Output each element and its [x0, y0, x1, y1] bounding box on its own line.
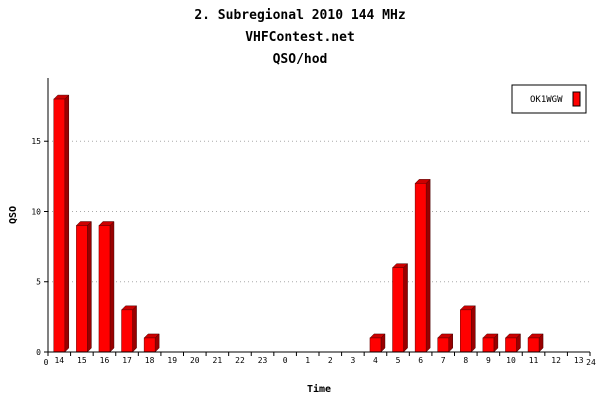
x-tick-label: 15 [77, 356, 87, 365]
x-tick-label: 9 [486, 356, 491, 365]
y-axis-label: QSO [8, 206, 19, 224]
bar-front [76, 225, 88, 353]
x-tick-label: 10 [506, 356, 516, 365]
bar [75, 220, 92, 353]
bar [391, 263, 409, 353]
bar [53, 94, 70, 353]
bar-side [87, 220, 92, 353]
x-tick-label: 8 [463, 356, 468, 365]
x-tick-label: 12 [551, 356, 561, 365]
x-tick-label: 19 [167, 356, 177, 365]
legend-label: OK1WGW [530, 95, 563, 105]
bar [143, 333, 160, 353]
bar-front [527, 337, 540, 353]
x-tick-label: 21 [213, 356, 223, 365]
bar-front [460, 309, 472, 353]
legend-swatch [572, 91, 581, 107]
y-tick-label: 0 [36, 348, 41, 357]
bar [459, 305, 476, 353]
x-tick-label: 14 [54, 356, 64, 365]
x-tick-label: 6 [418, 356, 423, 365]
x-tick-label: 17 [122, 356, 132, 365]
x-tick-label: 22 [235, 356, 245, 365]
bar-side [64, 94, 70, 353]
legend: OK1WGW [511, 84, 587, 114]
bar-side [403, 263, 408, 353]
x-tick-label: 23 [258, 356, 268, 365]
y-ticks: 0 5 10 15 [31, 137, 48, 357]
x-tick-label: 20 [190, 356, 200, 365]
bar-front [437, 337, 449, 353]
x-tick-label: 13 [574, 356, 584, 365]
bar-front [482, 337, 495, 353]
bar [120, 305, 138, 353]
y-tick-label: 10 [31, 207, 41, 216]
title-line-3: QSO/hod [273, 52, 328, 67]
bar [482, 333, 499, 353]
x-edge-label-start: 0 [44, 358, 49, 367]
bar-front [369, 337, 382, 353]
bar-front [143, 337, 156, 353]
grid-lines [48, 140, 590, 283]
bar-side [132, 305, 137, 353]
x-ticks: 14 15 16 17 18 19 20 21 22 23 0 1 2 3 4 5 6 7 8 9 10 11 12 13 [47, 352, 591, 365]
bar-front [392, 267, 404, 353]
x-tick-label: 0 [283, 356, 288, 365]
x-tick-label: 1 [305, 356, 310, 365]
bar [437, 333, 454, 353]
x-tick-label: 16 [100, 356, 110, 365]
bar-front [53, 98, 66, 353]
x-tick-label: 18 [145, 356, 155, 365]
bar [369, 333, 386, 353]
bar [527, 333, 544, 353]
bar-front [505, 337, 517, 353]
bar [414, 178, 431, 353]
bar [98, 220, 115, 353]
title-line-1: 2. Subregional 2010 144 MHz [194, 8, 405, 23]
x-tick-label: 11 [529, 356, 539, 365]
y-tick-label: 15 [31, 137, 41, 146]
y-tick-label: 5 [36, 278, 41, 287]
bar [504, 333, 522, 353]
x-edge-label-end: 24 [586, 358, 596, 367]
bar-front [121, 309, 133, 353]
bar-front [414, 183, 427, 353]
bar-side [109, 220, 115, 353]
x-axis-label: Time [307, 383, 331, 395]
title-line-2: VHFContest.net [245, 30, 355, 45]
bar-front [98, 225, 111, 353]
bar-side [471, 305, 476, 353]
x-tick-label: 7 [441, 356, 446, 365]
x-tick-label: 4 [373, 356, 378, 365]
x-tick-label: 3 [350, 356, 355, 365]
bars [53, 94, 544, 353]
bar-side [425, 178, 431, 353]
x-tick-label: 2 [328, 356, 333, 365]
chart-title: 2. Subregional 2010 144 MHz VHFContest.n… [194, 8, 405, 67]
x-tick-label: 5 [396, 356, 401, 365]
